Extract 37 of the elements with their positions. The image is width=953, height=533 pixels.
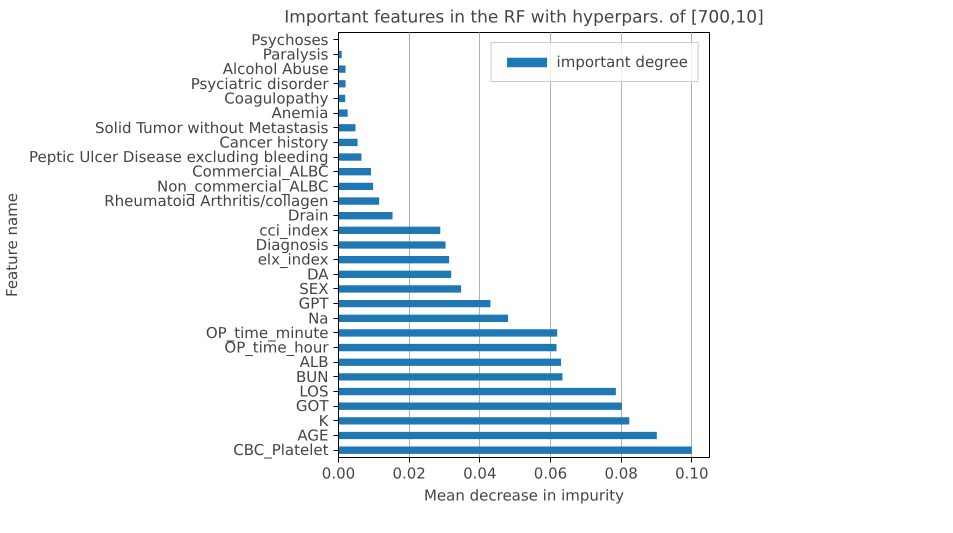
x-tick-label: 0.10: [675, 464, 709, 482]
y-tick-label: Psychoses: [251, 30, 329, 49]
bar: [338, 182, 374, 190]
bar: [338, 124, 356, 132]
bar: [338, 402, 622, 410]
x-tick-label: 0.02: [392, 464, 426, 482]
legend-label: important degree: [556, 53, 688, 71]
bar: [338, 241, 446, 249]
x-tick-label: 0.06: [534, 464, 568, 482]
bar: [338, 446, 692, 454]
bar: [338, 314, 508, 322]
bar: [338, 256, 450, 264]
bar: [338, 285, 462, 293]
bar: [338, 212, 393, 220]
x-tick-label: 0.00: [322, 464, 356, 482]
x-axis-title: Mean decrease in impurity: [424, 486, 624, 504]
bar: [338, 329, 558, 337]
bar: [338, 168, 372, 176]
bar: [338, 153, 362, 161]
bar: [338, 138, 358, 146]
bar: [338, 388, 616, 396]
x-tick-label: 0.04: [463, 464, 497, 482]
bar: [338, 270, 452, 278]
bar: [338, 344, 557, 352]
bar: [338, 432, 657, 440]
y-axis-title: Feature name: [3, 192, 22, 297]
bar: [338, 300, 490, 308]
bar: [338, 373, 563, 381]
bar: [338, 358, 562, 366]
chart-title: Important features in the RF with hyperpars. of [700,10]: [284, 8, 764, 28]
x-tick-label: 0.08: [604, 464, 638, 482]
bar: [338, 109, 348, 117]
bar: [338, 65, 346, 73]
bar: [338, 226, 440, 234]
bar: [338, 197, 380, 205]
bar: [338, 80, 346, 88]
bar: [338, 417, 630, 425]
